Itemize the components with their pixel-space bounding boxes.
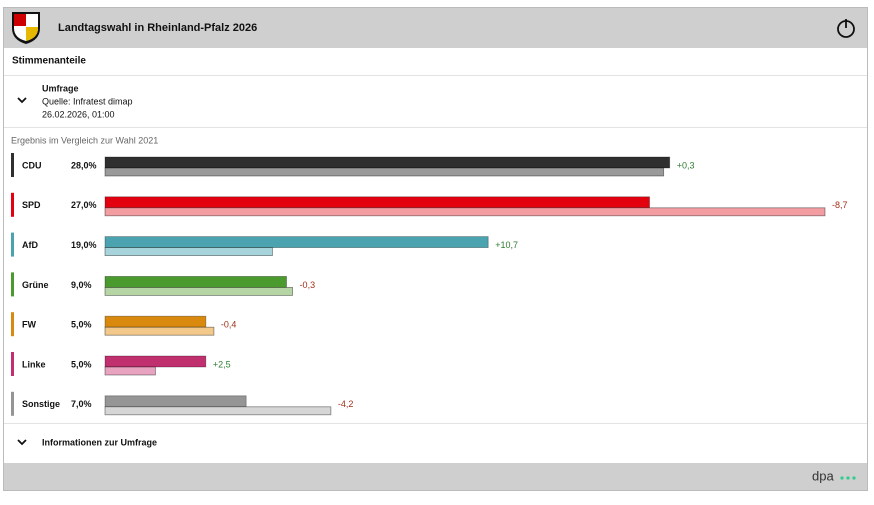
bar-previous [104, 207, 826, 217]
change-label: +10,7 [495, 240, 518, 250]
value-label: 9,0% [71, 280, 92, 290]
value-label: 5,0% [71, 359, 92, 369]
info-link[interactable]: Informationen zur Umfrage [42, 437, 157, 447]
value-label: 28,0% [71, 160, 97, 170]
title: Landtagswahl in Rheinland-Pfalz 2026 [58, 22, 257, 34]
party-name: CDU [22, 160, 42, 170]
value-label: 19,0% [71, 240, 97, 250]
party-name: FW [22, 320, 36, 330]
power-button[interactable] [837, 19, 855, 38]
party-name: Sonstige [22, 399, 60, 409]
bar [104, 196, 650, 209]
bar-previous [104, 366, 156, 376]
party-name: AfD [22, 240, 38, 250]
change-label: -8,7 [832, 200, 848, 210]
value-label: 7,0% [71, 399, 92, 409]
change-label: +0,3 [677, 160, 695, 170]
change-label: -4,2 [338, 399, 354, 409]
bar [104, 355, 207, 368]
poll-source: Quelle: Infratest dimap [42, 96, 133, 106]
brand: dpa [812, 468, 834, 483]
footer-bar [4, 463, 867, 490]
party-strip [11, 192, 14, 217]
bar [104, 156, 671, 169]
party-strip [11, 352, 14, 376]
party-strip [11, 232, 14, 257]
bar-previous [104, 406, 332, 416]
bar [104, 395, 247, 408]
party-name: Grüne [22, 280, 49, 290]
poll-date: 26.02.2026, 01:00 [42, 109, 115, 119]
poll-label: Umfrage [42, 83, 79, 93]
change-label: +2,5 [213, 359, 231, 369]
bar-previous [104, 167, 665, 177]
value-label: 5,0% [71, 320, 92, 330]
bar-previous [104, 247, 273, 257]
change-label: -0,4 [221, 320, 237, 330]
party-strip [11, 312, 14, 337]
party-name: Linke [22, 359, 46, 369]
bar [104, 236, 489, 249]
value-label: 27,0% [71, 200, 97, 210]
change-label: -0,3 [300, 280, 316, 290]
coat-of-arms [12, 12, 40, 44]
party-strip [11, 153, 14, 177]
header-bar [4, 8, 867, 48]
bar-previous [104, 326, 215, 336]
brand-dots [840, 476, 856, 480]
chevron[interactable] [17, 439, 27, 446]
chart-subtitle: Ergebnis im Vergleich zur Wahl 2021 [11, 135, 158, 145]
section-title: Stimmenanteile [12, 56, 86, 67]
party-strip [11, 391, 14, 416]
party-name: SPD [22, 200, 41, 210]
chevron[interactable] [17, 97, 27, 104]
bar-previous [104, 286, 293, 296]
bar [104, 315, 207, 328]
party-strip [11, 272, 14, 297]
bar [104, 275, 287, 288]
